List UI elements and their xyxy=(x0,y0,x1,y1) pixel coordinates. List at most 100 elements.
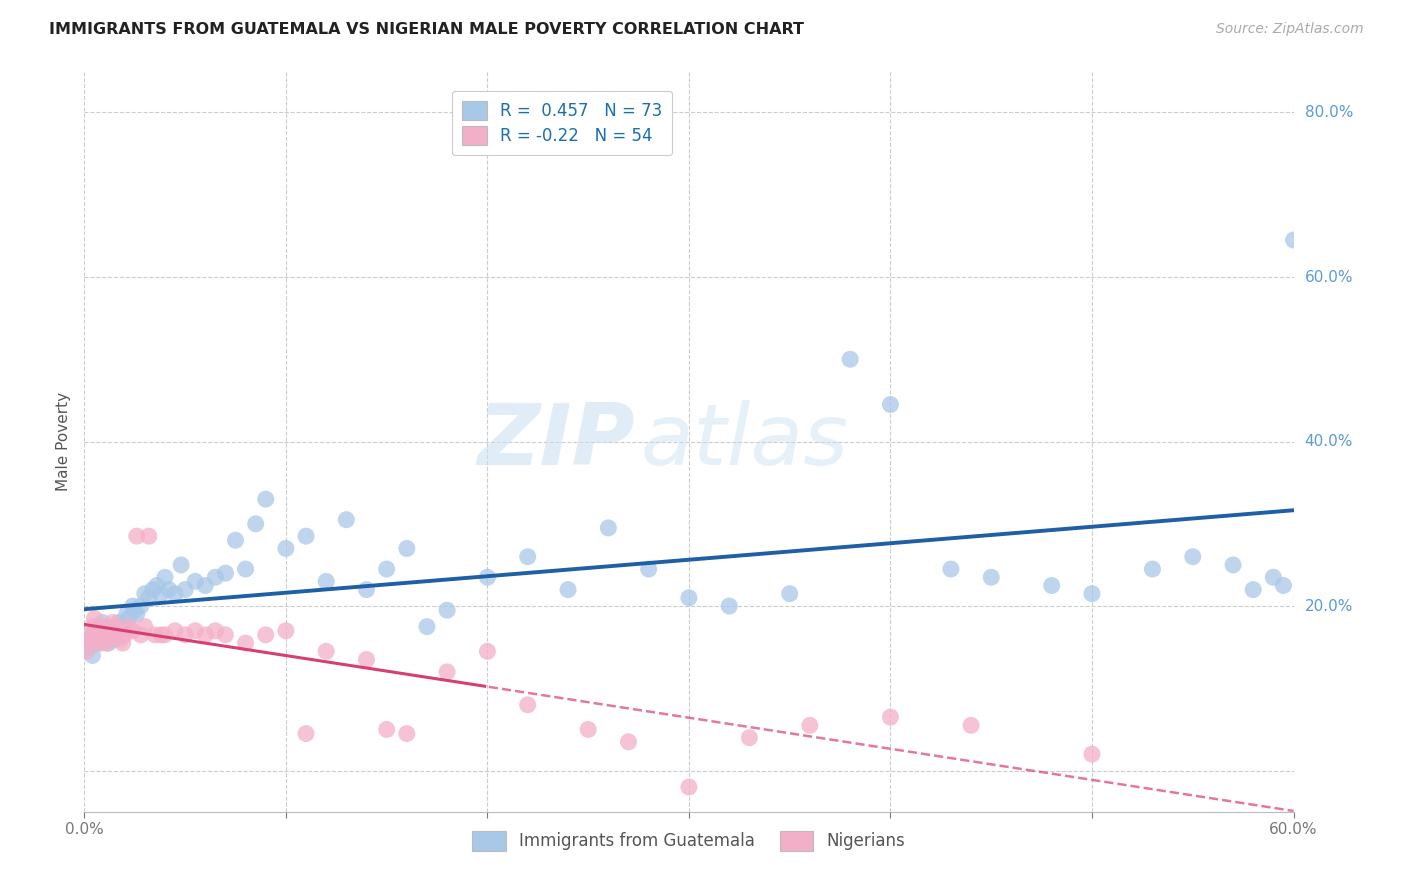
Point xyxy=(576,723,599,737)
Point xyxy=(245,516,267,531)
Point xyxy=(274,624,297,638)
Point xyxy=(1241,582,1264,597)
Point xyxy=(779,587,801,601)
Point xyxy=(678,591,700,605)
Point xyxy=(214,628,236,642)
Point xyxy=(82,648,104,663)
Point xyxy=(839,352,862,367)
Point xyxy=(477,644,499,658)
Point xyxy=(356,582,378,597)
Point xyxy=(75,644,97,658)
Point xyxy=(335,513,357,527)
Point xyxy=(170,558,193,572)
Point xyxy=(79,632,101,646)
Point xyxy=(879,710,901,724)
Y-axis label: Male Poverty: Male Poverty xyxy=(56,392,72,491)
Text: ZIP: ZIP xyxy=(477,400,634,483)
Point xyxy=(77,636,100,650)
Point xyxy=(110,628,132,642)
Point xyxy=(100,628,122,642)
Point xyxy=(214,566,236,581)
Point xyxy=(980,570,1002,584)
Point xyxy=(101,615,124,630)
Point xyxy=(678,780,700,794)
Point xyxy=(138,529,160,543)
Point xyxy=(124,603,146,617)
Point xyxy=(225,533,247,548)
Point xyxy=(295,529,318,543)
Point xyxy=(100,624,122,638)
Point xyxy=(436,665,458,679)
Point xyxy=(598,521,620,535)
Point xyxy=(96,624,118,638)
Text: 40.0%: 40.0% xyxy=(1305,434,1353,449)
Point xyxy=(174,628,197,642)
Point xyxy=(153,570,176,584)
Point xyxy=(83,611,105,625)
Point xyxy=(194,628,217,642)
Point xyxy=(1142,562,1164,576)
Point xyxy=(153,628,176,642)
Point xyxy=(1040,578,1063,592)
Point xyxy=(87,632,110,646)
Point xyxy=(184,574,207,589)
Point xyxy=(97,636,120,650)
Point xyxy=(295,726,318,740)
Point xyxy=(235,636,257,650)
Point xyxy=(91,615,114,630)
Point xyxy=(516,698,538,712)
Text: IMMIGRANTS FROM GUATEMALA VS NIGERIAN MALE POVERTY CORRELATION CHART: IMMIGRANTS FROM GUATEMALA VS NIGERIAN MA… xyxy=(49,22,804,37)
Point xyxy=(1263,570,1285,584)
Point xyxy=(110,632,132,646)
Point xyxy=(174,582,197,597)
Point xyxy=(375,723,398,737)
Point xyxy=(118,619,141,633)
Text: 20.0%: 20.0% xyxy=(1305,599,1353,614)
Text: Source: ZipAtlas.com: Source: ZipAtlas.com xyxy=(1216,22,1364,37)
Point xyxy=(274,541,297,556)
Point xyxy=(129,628,152,642)
Point xyxy=(111,619,134,633)
Point xyxy=(1181,549,1204,564)
Point xyxy=(617,735,640,749)
Point xyxy=(115,607,138,622)
Point xyxy=(557,582,579,597)
Point xyxy=(101,628,124,642)
Point xyxy=(416,619,439,633)
Point xyxy=(87,636,110,650)
Point xyxy=(516,549,538,564)
Point xyxy=(477,570,499,584)
Point xyxy=(1081,747,1104,761)
Point xyxy=(395,541,418,556)
Point xyxy=(204,570,226,584)
Point xyxy=(718,599,741,613)
Point xyxy=(77,640,100,655)
Point xyxy=(114,628,136,642)
Point xyxy=(960,718,983,732)
Point xyxy=(96,636,118,650)
Point xyxy=(637,562,659,576)
Point xyxy=(1282,233,1305,247)
Point xyxy=(86,624,108,638)
Point xyxy=(125,529,148,543)
Point xyxy=(157,582,180,597)
Point xyxy=(82,619,104,633)
Point xyxy=(204,624,226,638)
Point xyxy=(149,587,172,601)
Point xyxy=(104,632,127,646)
Point xyxy=(315,644,337,658)
Point xyxy=(436,603,458,617)
Point xyxy=(121,599,143,613)
Point xyxy=(879,398,901,412)
Point xyxy=(939,562,962,576)
Point xyxy=(129,599,152,613)
Point xyxy=(184,624,207,638)
Point xyxy=(134,619,156,633)
Point xyxy=(254,628,277,642)
Point xyxy=(79,628,101,642)
Point xyxy=(235,562,257,576)
Point xyxy=(105,628,128,642)
Point xyxy=(89,636,111,650)
Point xyxy=(125,607,148,622)
Point xyxy=(134,587,156,601)
